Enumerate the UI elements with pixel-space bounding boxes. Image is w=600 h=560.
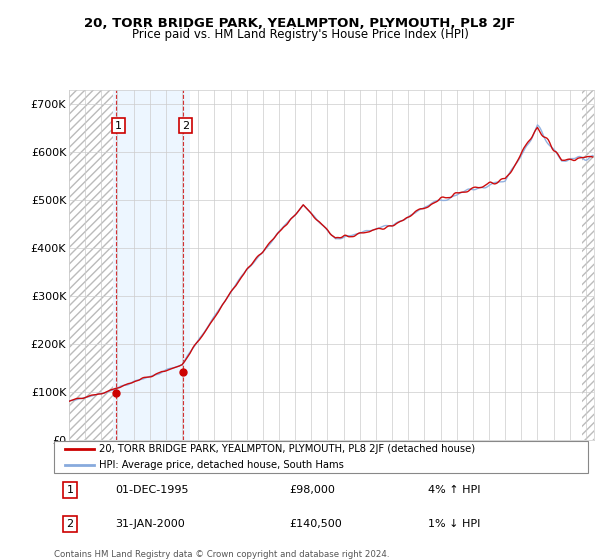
Text: Contains HM Land Registry data © Crown copyright and database right 2024.
This d: Contains HM Land Registry data © Crown c… bbox=[54, 550, 389, 560]
Text: £140,500: £140,500 bbox=[289, 519, 342, 529]
Text: 01-DEC-1995: 01-DEC-1995 bbox=[115, 485, 189, 495]
Text: 1: 1 bbox=[115, 120, 122, 130]
Text: HPI: Average price, detached house, South Hams: HPI: Average price, detached house, Sout… bbox=[100, 460, 344, 470]
Text: Price paid vs. HM Land Registry's House Price Index (HPI): Price paid vs. HM Land Registry's House … bbox=[131, 28, 469, 41]
Text: 20, TORR BRIDGE PARK, YEALMPTON, PLYMOUTH, PL8 2JF (detached house): 20, TORR BRIDGE PARK, YEALMPTON, PLYMOUT… bbox=[100, 445, 476, 455]
Text: 1: 1 bbox=[67, 485, 74, 495]
Bar bbox=[582, 90, 594, 440]
Bar bbox=[113, 90, 190, 440]
Text: 2: 2 bbox=[182, 120, 190, 130]
Text: £98,000: £98,000 bbox=[289, 485, 335, 495]
Text: 4% ↑ HPI: 4% ↑ HPI bbox=[428, 485, 480, 495]
Text: 31-JAN-2000: 31-JAN-2000 bbox=[115, 519, 185, 529]
FancyBboxPatch shape bbox=[54, 441, 588, 473]
Text: 2: 2 bbox=[67, 519, 74, 529]
Text: 1% ↓ HPI: 1% ↓ HPI bbox=[428, 519, 480, 529]
Bar bbox=[69, 90, 113, 440]
Text: 20, TORR BRIDGE PARK, YEALMPTON, PLYMOUTH, PL8 2JF: 20, TORR BRIDGE PARK, YEALMPTON, PLYMOUT… bbox=[85, 17, 515, 30]
